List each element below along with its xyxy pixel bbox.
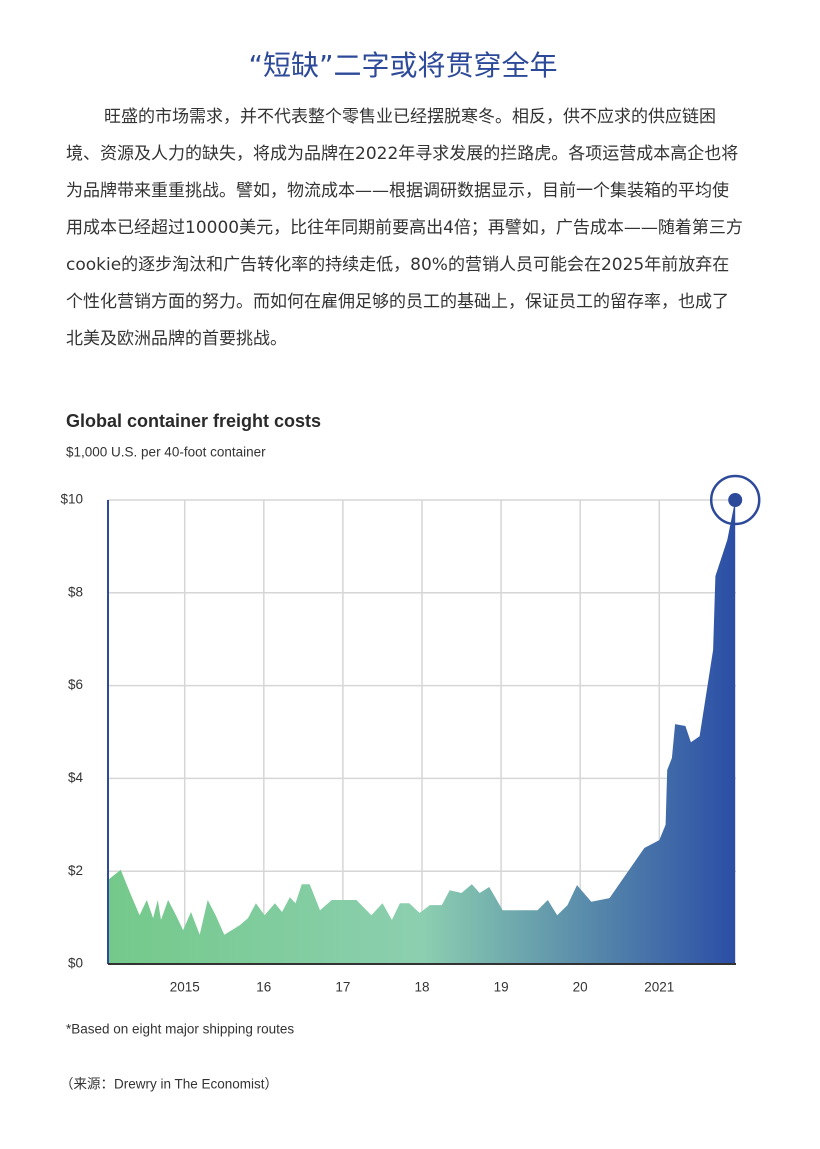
chart-title: Global container freight costs (66, 411, 321, 431)
heading: “短缺”二字或将贯穿全年 (248, 49, 557, 82)
footnote: *Based on eight major shipping routes (66, 1022, 294, 1037)
paragraph-line: 个性化营销方面的努力。而如何在雇佣足够的员工的基础上，保证员工的留存率，也成了 (66, 292, 729, 312)
x-tick-label: 2015 (170, 980, 200, 995)
paragraph-line: 用成本已经超过10000美元，比往年同期前要高出4倍；再譬如，广告成本——随着第… (66, 217, 743, 238)
source: （来源：Drewry in The Economist） (60, 1077, 278, 1092)
last-point (728, 493, 743, 507)
paragraph-line: 北美及欧洲品牌的首要挑战。 (66, 329, 287, 349)
plot: $0 $2 $4 $6 $8 $10 2015 16 17 18 19 20 2021 (60, 474, 761, 995)
y-tick-label: $2 (68, 863, 83, 878)
paragraph-line: 为品牌带来重重挑战。譬如，物流成本——根据调研数据显示，目前一个集装箱的平均使 (66, 180, 729, 201)
x-tick-label: 20 (573, 980, 588, 995)
y-tick-label: $0 (68, 956, 83, 971)
x-tick-label: 19 (494, 980, 509, 995)
paragraph: 旺盛的市场需求，并不代表整个零售业已经摆脱寒冬。相反，供不应求的供应链困境、资源… (66, 107, 743, 349)
area (108, 500, 736, 964)
paragraph-line: 境、资源及人力的缺失，将成为品牌在2022年寻求发展的拦路虎。各项运营成本高企也… (66, 144, 738, 164)
paragraph-line: 旺盛的市场需求，并不代表整个零售业已经摆脱寒冬。相反，供不应求的供应链困 (104, 107, 716, 127)
chart-subtitle: $1,000 U.S. per 40-foot container (66, 445, 266, 460)
highlight-ring (709, 474, 761, 526)
paragraph-line: cookie的逐步淘汰和广告转化率的持续走低，80%的营销人员可能会在2025年… (66, 255, 729, 275)
x-tick-label: 16 (256, 980, 271, 995)
x-tick-label: 18 (414, 980, 429, 995)
x-tick-label: 17 (335, 980, 350, 995)
y-tick-label: $4 (68, 770, 84, 785)
y-tick-label: $6 (68, 677, 83, 692)
y-tick-label: $8 (68, 584, 83, 599)
y-tick-label: $10 (60, 492, 83, 507)
x-tick-label: 2021 (644, 980, 674, 995)
